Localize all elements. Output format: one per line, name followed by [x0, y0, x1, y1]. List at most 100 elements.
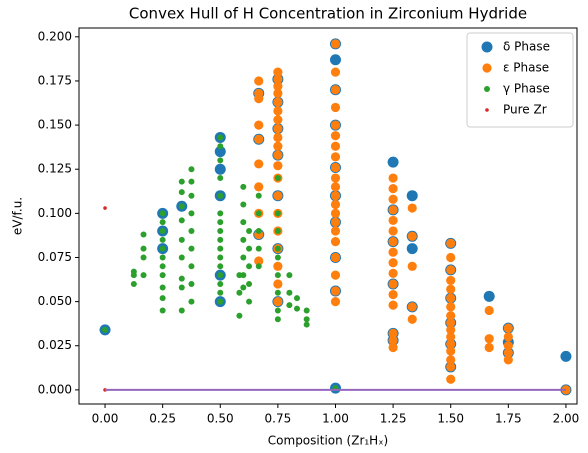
scatter-point: [159, 210, 166, 217]
legend-marker: [481, 41, 493, 53]
y-tick-label: 0.050: [38, 294, 72, 308]
scatter-point: [388, 226, 398, 236]
scatter-point: [330, 199, 341, 210]
scatter-point: [446, 362, 456, 372]
x-tick-label: 2.00: [553, 412, 580, 426]
scatter-point: [159, 295, 166, 302]
scatter-point: [217, 280, 224, 287]
scatter-point: [330, 141, 341, 151]
scatter-point: [217, 245, 224, 252]
x-tick-label: 0.00: [92, 412, 119, 426]
scatter-point: [407, 231, 417, 241]
scatter-point: [446, 284, 456, 294]
scatter-point: [273, 297, 283, 307]
scatter-point: [503, 323, 513, 333]
scatter-point: [446, 275, 456, 286]
scatter-point: [330, 226, 341, 236]
scatter-point: [274, 307, 281, 314]
scatter-point: [240, 236, 247, 243]
scatter-point: [274, 228, 281, 235]
scatter-point: [255, 228, 262, 235]
scatter-point: [188, 228, 195, 235]
scatter-point: [217, 236, 224, 243]
scatter-point: [255, 210, 262, 217]
scatter-point: [330, 236, 341, 247]
scatter-point: [330, 252, 341, 263]
scatter-point: [330, 85, 341, 95]
scatter-point: [178, 254, 185, 261]
scatter-point: [240, 183, 247, 190]
scatter-point: [254, 76, 264, 86]
scatter-point: [246, 298, 253, 305]
scatter-point: [273, 88, 283, 98]
scatter-point: [286, 302, 293, 309]
scatter-point: [240, 272, 247, 279]
scatter-point: [254, 94, 264, 104]
plot-frame: [78, 27, 578, 405]
scatter-point: [188, 192, 195, 199]
scatter-point: [330, 131, 341, 141]
scatter-point: [273, 141, 283, 151]
scatter-point: [254, 182, 264, 192]
scatter-point: [274, 210, 281, 217]
scatter-point: [178, 284, 185, 291]
x-tick-label: 1.75: [495, 412, 522, 426]
scatter-point: [159, 263, 166, 270]
scatter-point: [273, 191, 283, 201]
x-tick-label: 1.50: [437, 412, 464, 426]
scatter-point: [140, 231, 147, 238]
scatter-point: [388, 184, 398, 194]
scatter-point: [140, 272, 147, 279]
scatter-point: [388, 215, 398, 226]
scatter-point: [159, 228, 166, 235]
scatter-point: [484, 305, 494, 316]
scatter-point: [159, 219, 166, 226]
scatter-point: [388, 328, 398, 338]
scatter-point: [503, 332, 513, 342]
scatter-point: [330, 173, 341, 183]
chart-title: Convex Hull of H Concentration in Zircon…: [129, 5, 527, 23]
legend-marker: [484, 86, 490, 92]
scatter-point: [274, 272, 281, 279]
scatter-point: [246, 228, 253, 235]
scatter-point: [217, 192, 224, 199]
scatter-point: [217, 263, 224, 270]
scatter-point: [254, 120, 264, 130]
y-tick-label: 0.000: [38, 382, 72, 396]
scatter-point: [246, 245, 253, 252]
scatter-point: [240, 219, 247, 226]
scatter-point: [254, 134, 264, 144]
scatter-point: [388, 258, 398, 268]
scatter-point: [330, 120, 341, 130]
scatter-point: [274, 245, 281, 252]
scatter-point: [103, 206, 107, 210]
scatter-point: [274, 175, 281, 182]
x-axis-label: Composition (Zr₁Hₓ): [268, 434, 388, 448]
y-tick-label: 0.025: [38, 338, 72, 352]
scatter-point: [446, 332, 456, 342]
scatter-point: [217, 134, 224, 141]
scatter-point: [330, 67, 341, 77]
legend-box: [466, 32, 574, 128]
y-axis-label: eV/f.u.: [11, 197, 25, 235]
scatter-point: [159, 245, 166, 252]
scatter-point: [330, 286, 341, 296]
scatter-point: [130, 268, 137, 275]
scatter-point: [388, 236, 398, 247]
scatter-point: [388, 289, 398, 300]
scatter-point: [273, 67, 283, 77]
scatter-point: [273, 81, 283, 91]
scatter-point: [286, 272, 293, 279]
scatter-point: [407, 203, 417, 213]
scatter-point: [446, 311, 456, 321]
scatter-point: [246, 263, 253, 270]
scatter-point: [217, 298, 224, 305]
scatter-point: [159, 254, 166, 261]
scatter-point: [274, 289, 281, 296]
scatter-point: [503, 341, 513, 351]
y-tick-label: 0.075: [38, 250, 72, 264]
scatter-point: [273, 261, 283, 271]
scatter-point: [407, 261, 417, 271]
x-tick-label: 1.25: [380, 412, 407, 426]
